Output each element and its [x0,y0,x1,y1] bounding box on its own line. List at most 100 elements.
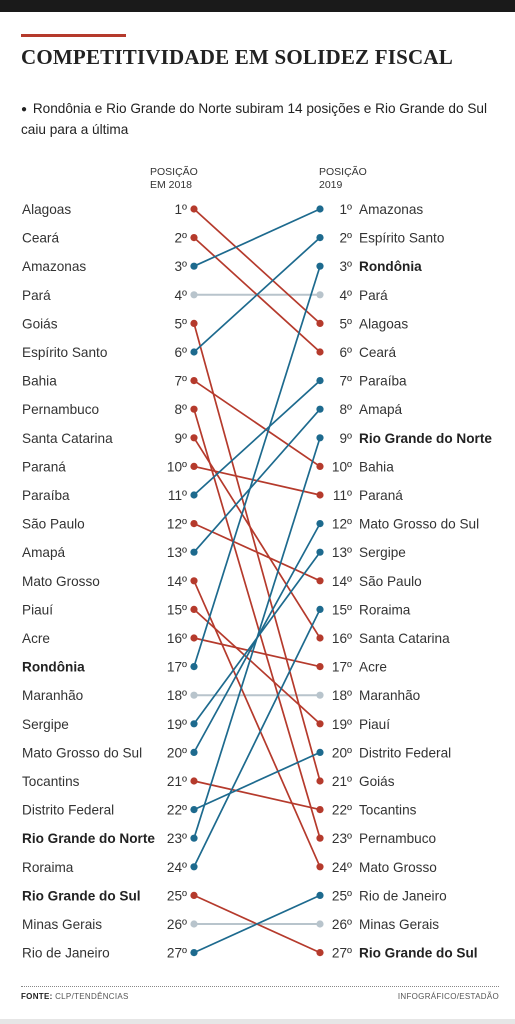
source-label: FONTE: [21,992,53,1001]
rank-label-2018-pernambuco: 8º [174,402,187,417]
dot-2019-rio-de-janeiro [316,891,324,900]
state-label-2019-rio-de-janeiro: Rio de Janeiro [359,888,447,903]
column-header-2018: POSIÇÃO EM 2018 [150,166,198,192]
dot-2018-parana [190,462,198,470]
slope-line-amapa [193,408,321,553]
rank-label-2019-mato-grosso-do-sul: 12º [332,517,352,532]
dot-2018-goias [190,319,198,327]
state-label-2018-goias: Goiás [22,316,58,331]
state-label-2019-mato-grosso: Mato Grosso [359,860,437,875]
state-label-2019-para: Pará [359,288,388,303]
state-label-2019-paraiba: Paraíba [359,374,407,389]
state-label-2019-minas-gerais: Minas Gerais [359,917,439,932]
rank-label-2018-espirito-santo: 6º [174,345,187,360]
rank-label-2018-sergipe: 19º [167,717,187,732]
state-label-2019-ceara: Ceará [359,345,396,360]
state-label-2018-bahia: Bahia [22,374,57,389]
dot-2018-santa-catarina [190,434,198,442]
dot-2018-para [190,291,198,299]
state-label-2018-parana: Paraná [22,459,66,474]
dot-2018-rio-de-janeiro [190,949,198,957]
slope-line-alagoas [193,208,321,325]
slope-labels: Alagoas 1º 5º Alagoas Ceará 2º 6º Ceará Amazonas… [22,202,492,961]
rank-label-2019-acre: 17º [332,660,352,675]
dot-2018-distrito-federal [190,806,198,814]
state-label-2019-sergipe: Sergipe [359,545,406,560]
state-label-2018-rondonia: Rondônia [22,660,85,675]
rank-label-2019-para: 4º [339,288,352,303]
slope-line-rondonia [193,265,321,667]
rank-label-2018-bahia: 7º [174,374,187,389]
state-label-2018-ceara: Ceará [22,231,59,246]
dot-2018-ceara [190,234,198,242]
state-label-2018-paraiba: Paraíba [22,488,70,503]
dot-2019-sergipe [316,548,324,556]
dot-2018-bahia [190,377,198,385]
dot-2019-rondonia [316,262,324,270]
rank-label-2018-rio-grande-do-norte: 23º [167,831,187,846]
state-label-2018-amapa: Amapá [22,545,66,560]
dot-2019-tocantins [316,806,324,814]
dot-2018-roraima [190,863,198,871]
state-label-2019-bahia: Bahia [359,459,394,474]
slope-line-bahia [193,379,321,468]
rank-label-2018-acre: 16º [167,631,187,646]
state-label-2018-distrito-federal: Distrito Federal [22,803,114,818]
rank-label-2019-amazonas: 1º [339,202,352,217]
state-label-2019-sao-paulo: São Paulo [359,574,422,589]
dot-2018-rondonia [190,663,198,671]
rank-label-2019-rondonia: 3º [339,259,352,274]
state-label-2019-piaui: Piauí [359,717,390,732]
footer-divider [21,986,499,987]
dot-2018-maranhao [190,691,198,699]
column-header-2019-line1: POSIÇÃO [319,166,367,178]
slope-lines [193,208,321,954]
state-label-2019-espirito-santo: Espírito Santo [359,231,444,246]
state-label-2019-parana: Paraná [359,488,403,503]
dot-2019-goias [316,777,324,785]
dot-2019-santa-catarina [316,634,324,642]
rank-label-2019-distrito-federal: 20º [332,745,352,760]
rank-label-2019-piaui: 19º [332,717,352,732]
rank-label-2019-tocantins: 22º [332,803,352,818]
state-label-2019-rio-grande-do-sul: Rio Grande do Sul [359,946,478,961]
rank-label-2018-mato-grosso: 14º [167,574,187,589]
dot-2018-amapa [190,548,198,556]
state-label-2018-minas-gerais: Minas Gerais [22,917,102,932]
state-label-2018-mato-grosso: Mato Grosso [22,574,100,589]
dot-2019-sao-paulo [316,577,324,585]
dot-2018-acre [190,634,198,642]
state-label-2019-alagoas: Alagoas [359,316,408,331]
slope-line-tocantins [193,780,321,811]
subtitle-text: Rondônia e Rio Grande do Norte subiram 1… [21,101,487,137]
state-label-2018-tocantins: Tocantins [22,774,80,789]
slope-line-espirito-santo [193,236,321,353]
state-label-2019-tocantins: Tocantins [359,803,417,818]
dot-2019-acre [316,663,324,671]
rank-label-2018-para: 4º [174,288,187,303]
dot-2018-espirito-santo [190,348,198,356]
dot-2018-mato-grosso-do-sul [190,748,198,757]
dot-2019-roraima [316,605,324,614]
state-label-2019-mato-grosso-do-sul: Mato Grosso do Sul [359,517,479,532]
dot-2019-rio-grande-do-norte [316,434,324,442]
slope-line-roraima [193,609,321,868]
chart-title: COMPETITIVIDADE EM SOLIDEZ FISCAL [21,45,453,69]
state-label-2018-para: Pará [22,288,51,303]
rank-label-2019-goias: 21º [332,774,352,789]
rank-label-2019-espirito-santo: 2º [339,231,352,246]
rank-label-2018-paraiba: 11º [168,488,187,503]
rank-label-2019-pernambuco: 23º [332,831,352,846]
rank-label-2019-bahia: 10º [332,459,352,474]
dot-2018-rio-grande-do-sul [190,891,198,900]
rank-label-2019-maranhao: 18º [332,688,352,703]
accent-rule [21,34,126,37]
rank-label-2019-sergipe: 13º [332,545,352,560]
bullet-icon: ● [21,104,28,115]
rank-label-2019-alagoas: 5º [339,316,352,331]
rank-label-2018-amapa: 13º [167,545,187,560]
rank-label-2018-rio-grande-do-sul: 25º [167,888,187,903]
rank-label-2019-paraiba: 7º [339,374,352,389]
slope-line-paraiba [193,379,321,496]
